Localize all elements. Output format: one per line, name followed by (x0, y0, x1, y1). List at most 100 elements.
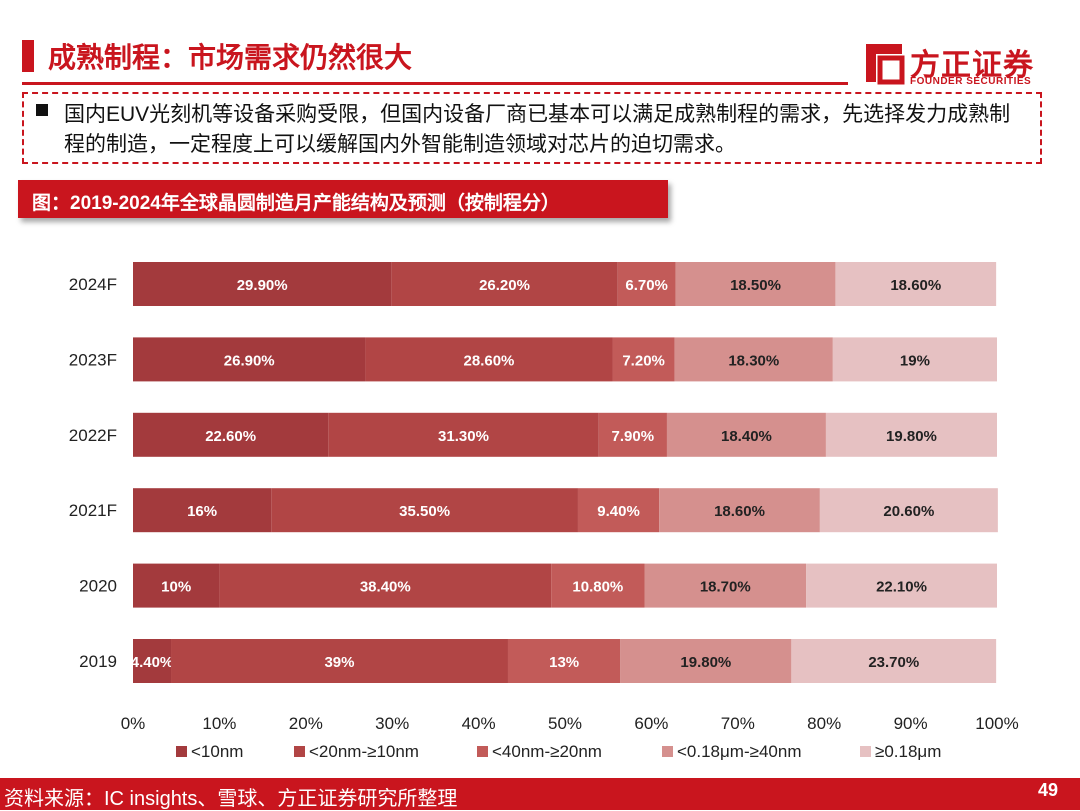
category-label: 2024F (69, 275, 117, 294)
x-tick-label: 80% (807, 714, 841, 733)
logo-name: 方正证券 (910, 49, 1034, 82)
data-label: 29.90% (237, 277, 288, 294)
page-title: 成熟制程：市场需求仍然很大 (48, 42, 413, 73)
data-label: 13% (549, 654, 579, 671)
bar-segment (620, 639, 792, 683)
data-label: 10.80% (572, 579, 623, 596)
data-label: 39% (324, 654, 354, 671)
legend-swatch (294, 746, 305, 757)
title-divider (22, 82, 848, 85)
summary-text: 国内EUV光刻机等设备采购受限，但国内设备厂商已基本可以满足成熟制程的需求，先选… (64, 103, 1011, 156)
bar-segment (644, 563, 807, 608)
data-label: 16% (187, 503, 217, 520)
bar-segment (674, 337, 833, 382)
x-tick-label: 10% (202, 714, 236, 733)
data-label: 4.40% (131, 654, 174, 671)
category-label: 2019 (79, 652, 117, 671)
data-label: 22.60% (205, 428, 256, 445)
legend-label: <0.18μm-≥40nm (677, 742, 802, 761)
bar-segment (832, 337, 997, 382)
data-label: 26.20% (479, 277, 530, 294)
data-label: 38.40% (360, 579, 411, 596)
x-tick-label: 40% (462, 714, 496, 733)
legend-swatch (860, 746, 871, 757)
legend-label: ≥0.18μm (875, 742, 941, 761)
legend-swatch (477, 746, 488, 757)
bar-segment (328, 412, 599, 457)
data-label: 9.40% (597, 503, 640, 520)
title-accent-bar (22, 40, 34, 72)
bar-segment (133, 262, 392, 306)
data-label: 7.20% (622, 352, 665, 369)
source-note: 资料来源：IC insights、雪球、方正证券研究所整理 (4, 788, 458, 810)
summary-box: 国内EUV光刻机等设备采购受限，但国内设备厂商已基本可以满足成熟制程的需求，先选… (22, 92, 1042, 164)
x-tick-label: 50% (548, 714, 582, 733)
company-logo: 方正证券 FOUNDER SECURITIES (862, 40, 1062, 92)
bar-segment (133, 488, 272, 533)
data-label: 20.60% (883, 503, 934, 520)
bar-segment (659, 488, 820, 533)
bar-segment (219, 563, 552, 608)
legend-swatch (662, 746, 673, 757)
x-tick-label: 30% (375, 714, 409, 733)
x-tick-label: 90% (894, 714, 928, 733)
figure-title: 图：2019-2024年全球晶圆制造月产能结构及预测（按制程分） (32, 193, 560, 214)
data-label: 35.50% (399, 503, 450, 520)
data-label: 19% (900, 352, 930, 369)
data-label: 26.90% (224, 352, 275, 369)
data-label: 18.60% (714, 503, 765, 520)
bar-segment (675, 262, 836, 306)
data-label: 18.60% (890, 277, 941, 294)
x-tick-label: 0% (121, 714, 146, 733)
x-tick-label: 20% (289, 714, 323, 733)
bar-segment (171, 639, 508, 683)
bar-segment (551, 563, 645, 608)
bullet-square-icon (36, 104, 48, 116)
bar-segment (819, 488, 998, 533)
data-label: 7.90% (612, 428, 655, 445)
bar-segment (507, 639, 621, 683)
category-label: 2022F (69, 426, 117, 445)
bar-segment (835, 262, 997, 306)
data-label: 18.30% (728, 352, 779, 369)
bar-segment (391, 262, 618, 306)
category-label: 2020 (79, 577, 117, 596)
bar-segment (365, 337, 613, 382)
bar-segment (133, 337, 366, 382)
bar-segment (666, 412, 826, 457)
x-tick-label: 100% (975, 714, 1018, 733)
page-number: 49 (1037, 780, 1058, 800)
legend-label: <10nm (191, 742, 243, 761)
data-label: 18.40% (721, 428, 772, 445)
data-label: 28.60% (464, 352, 515, 369)
bar-segment (271, 488, 578, 533)
x-tick-label: 70% (721, 714, 755, 733)
x-tick-label: 60% (634, 714, 668, 733)
footer-bar: 资料来源：IC insights、雪球、方正证券研究所整理 49 (0, 778, 1080, 810)
bar-segment (806, 563, 997, 608)
bar-segment (133, 412, 329, 457)
legend-label: <20nm-≥10nm (309, 742, 419, 761)
data-label: 18.70% (700, 579, 751, 596)
data-label: 6.70% (625, 277, 668, 294)
legend-swatch (176, 746, 187, 757)
bar-segment (577, 488, 660, 533)
bar-segment (133, 563, 220, 608)
bar-segment (791, 639, 997, 683)
logo-subtitle: FOUNDER SECURITIES (910, 76, 1032, 87)
data-label: 18.50% (730, 277, 781, 294)
legend-label: <40nm-≥20nm (492, 742, 602, 761)
data-label: 31.30% (438, 428, 489, 445)
data-label: 19.80% (886, 428, 937, 445)
bar-segment (133, 639, 172, 683)
category-label: 2021F (69, 501, 117, 520)
data-label: 23.70% (868, 654, 919, 671)
data-label: 10% (161, 579, 191, 596)
bar-segment (617, 262, 676, 306)
figure-title-banner: 图：2019-2024年全球晶圆制造月产能结构及预测（按制程分） (18, 180, 668, 218)
stacked-bar-chart: 2024F 29.90% 26.20% 6.70% 18.50% 18.60% 2023F 2… (69, 262, 1019, 761)
data-label: 22.10% (876, 579, 927, 596)
founder-logo-icon (866, 44, 905, 85)
bar-segment (598, 412, 667, 457)
data-label: 19.80% (680, 654, 731, 671)
